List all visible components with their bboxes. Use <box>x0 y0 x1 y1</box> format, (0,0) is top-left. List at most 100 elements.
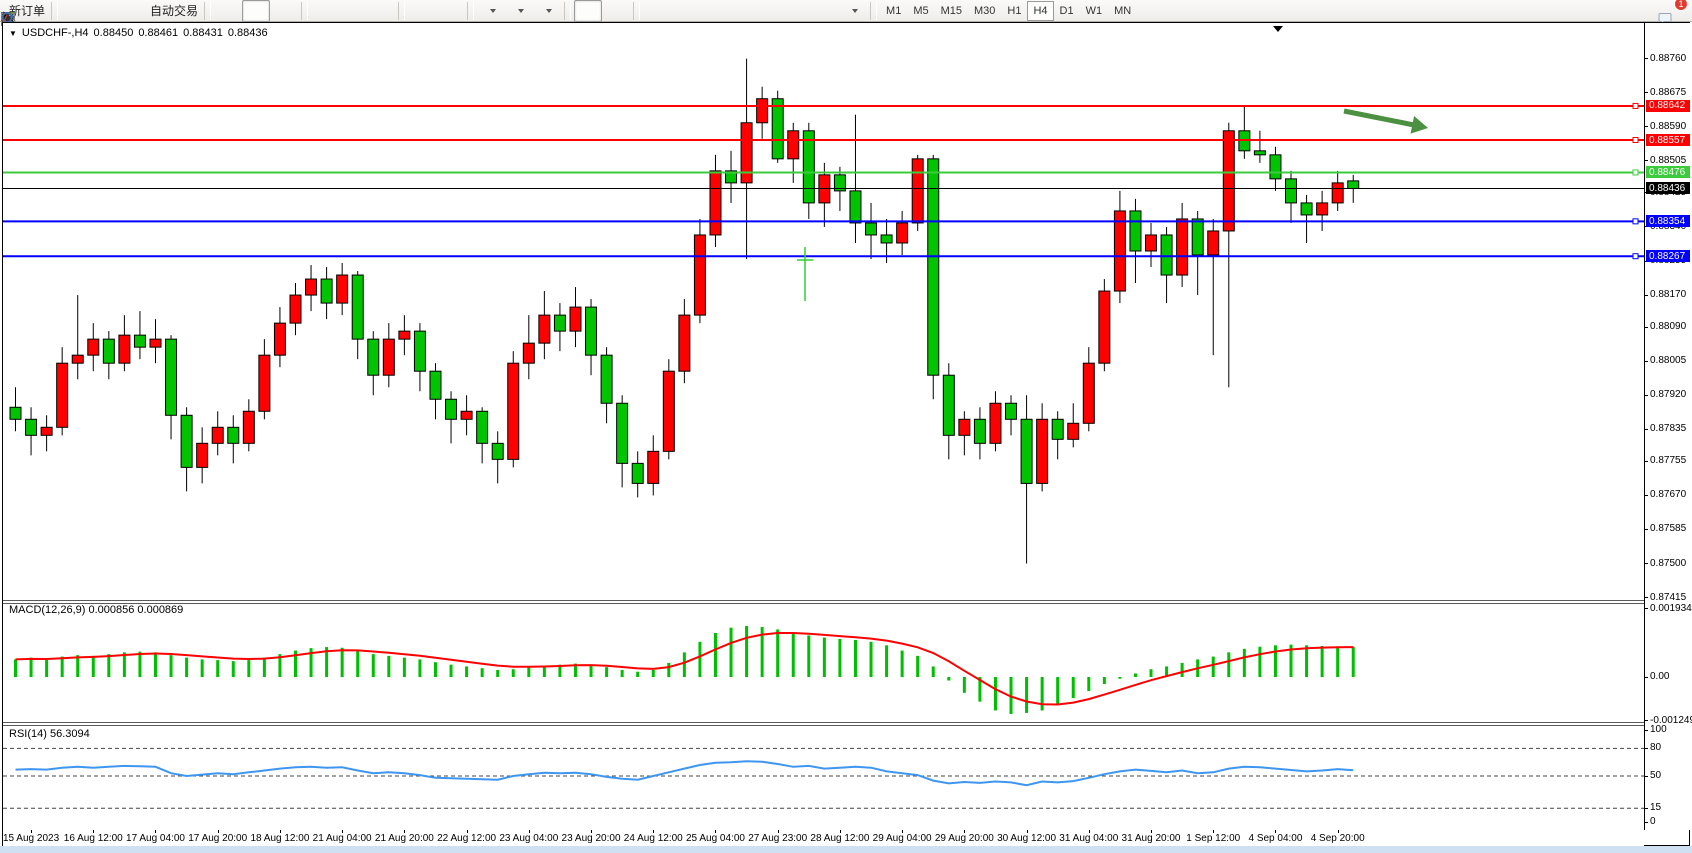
timeframe-m15-button[interactable]: M15 <box>940 4 962 17</box>
timeframe-m5-button[interactable]: M5 <box>913 4 929 17</box>
timeframe-m1-button[interactable]: M1 <box>886 4 902 17</box>
rsi-tick-label: 80 <box>1650 742 1662 754</box>
trendline-tool-button[interactable] <box>2 0 727 25</box>
candlestick-chart-button[interactable] <box>2 0 271 25</box>
search-button[interactable] <box>1 0 1646 25</box>
fibonacci-tool-button[interactable]: F <box>2 0 783 27</box>
line-anchor-handle[interactable] <box>1632 169 1639 176</box>
periods-button[interactable] <box>1 0 533 26</box>
zoom-out-button[interactable] <box>1 0 367 26</box>
channel-tool-button[interactable]: E <box>1 0 755 27</box>
time-axis-label: 18 Aug 12:00 <box>250 833 310 844</box>
axis-tick <box>1645 597 1648 599</box>
time-axis-tick <box>155 830 157 833</box>
candle-body <box>740 122 753 184</box>
autotrading-label: 自动交易 <box>150 4 199 18</box>
macd-pane[interactable] <box>3 604 1644 722</box>
time-axis-label: 21 Aug 04:00 <box>312 833 372 844</box>
axis-tick <box>1645 775 1648 777</box>
time-axis-label: 4 Sep 20:00 <box>1310 833 1365 844</box>
macd-indicator-label: MACD(12,26,9) 0.000856 0.000869 <box>9 604 184 616</box>
time-scale[interactable]: 15 Aug 2023 16 Aug 12:00 17 Aug 04:00 17 Au… <box>3 830 1644 846</box>
notifications-button[interactable]: 1 <box>1656 0 1688 26</box>
signals-button[interactable] <box>2 0 145 24</box>
text-tool-button[interactable]: A <box>4 0 811 26</box>
candle-body <box>351 274 364 340</box>
candle-body <box>118 334 131 364</box>
time-axis-tick <box>342 830 344 833</box>
indicators-dropdown-caret-icon[interactable] <box>489 8 496 13</box>
price-scale[interactable]: 0.887600.886750.885900.885050.884250.883… <box>1644 23 1692 830</box>
templates-dropdown-caret-icon[interactable] <box>545 8 552 13</box>
trend-arrow-annotation[interactable] <box>1343 108 1415 128</box>
chart-corner-dropdown-icon[interactable] <box>1273 26 1283 32</box>
time-axis-label: 31 Aug 04:00 <box>1059 833 1119 844</box>
time-axis-tick <box>777 830 779 833</box>
candle-body <box>429 370 442 400</box>
rsi-pane[interactable] <box>3 726 1644 830</box>
line-anchor-handle[interactable] <box>1632 137 1639 144</box>
timeframe-m30-button[interactable]: M30 <box>974 4 996 17</box>
timeframe-h1-button[interactable]: H1 <box>1007 4 1022 17</box>
arrows-dropdown-caret-icon[interactable] <box>851 8 858 13</box>
pane-separator-main-macd[interactable] <box>3 600 1644 604</box>
chart-shift-button[interactable] <box>2 0 464 25</box>
timeframe-d1-button[interactable]: D1 <box>1059 4 1074 17</box>
candle-body <box>1036 418 1049 484</box>
hline-price-badge: 0.88354 <box>1646 215 1690 228</box>
candle-body <box>1005 402 1018 420</box>
horizontal-line-tool-button[interactable] <box>2 0 699 22</box>
candle-body <box>289 294 302 324</box>
candle-body <box>196 442 209 468</box>
candle-body <box>149 338 162 348</box>
cursor-tool-button[interactable] <box>3 0 603 26</box>
terminal-button[interactable] <box>1 0 117 25</box>
timeframe-w1-button[interactable]: W1 <box>1085 4 1103 17</box>
crosshair-tool-button[interactable] <box>1 0 630 26</box>
line-chart-button[interactable] <box>1 0 298 23</box>
pane-separator-macd-rsi[interactable] <box>3 722 1644 726</box>
price-tick-label: 0.87585 <box>1650 523 1687 535</box>
candle-body <box>1269 154 1282 180</box>
auto-scroll-button[interactable] <box>3 0 436 25</box>
axis-tick <box>1645 494 1648 496</box>
line-anchor-handle[interactable] <box>1632 253 1639 260</box>
indicators-button[interactable] <box>1 0 505 26</box>
timeframe-h4-button[interactable]: H4 <box>1027 0 1054 21</box>
bar-chart-button[interactable] <box>2 0 242 24</box>
price-tick-label: 0.87500 <box>1650 557 1687 569</box>
tile-windows-button[interactable] <box>1 0 395 26</box>
candle-body <box>258 354 271 412</box>
line-anchor-handle[interactable] <box>1632 102 1639 109</box>
toolbar-separator <box>467 1 475 20</box>
candle-body <box>305 278 318 296</box>
text-label-tool-button[interactable]: T <box>1 0 839 26</box>
main-price-pane[interactable] <box>3 23 1644 600</box>
axis-tick <box>1645 821 1648 823</box>
vertical-line-tool-button[interactable] <box>7 0 671 25</box>
timeframe-mn-button[interactable]: MN <box>1114 4 1132 17</box>
trend-arrow-head[interactable] <box>1410 116 1428 134</box>
axis-tick <box>1645 58 1648 60</box>
symbol-dropdown-icon[interactable]: ▼ <box>9 28 17 38</box>
zoom-in-button[interactable] <box>1 0 339 26</box>
time-axis-label: 22 Aug 12:00 <box>437 833 497 844</box>
autotrading-button[interactable]: 自动交易 <box>1 0 201 26</box>
templates-button[interactable] <box>1 0 561 25</box>
axis-tick <box>1645 563 1648 565</box>
rsi-tick-label: 15 <box>1650 802 1662 814</box>
candle-body <box>71 354 84 364</box>
candle-body <box>273 322 286 356</box>
candle-body <box>413 330 426 372</box>
arrows-tool-button[interactable] <box>2 0 867 24</box>
metaeditor-button[interactable] <box>2 0 89 26</box>
price-tick-label: 0.87755 <box>1650 455 1687 467</box>
toolbar-separator <box>564 1 572 20</box>
periods-dropdown-caret-icon[interactable] <box>517 8 524 13</box>
chart-window[interactable]: ▼ USDCHF-,H4 0.88450 0.88461 0.88431 0.8… <box>2 22 1692 846</box>
line-anchor-handle[interactable] <box>1632 218 1639 225</box>
axis-tick <box>1645 160 1648 162</box>
hline-price-badge: 0.88557 <box>1646 134 1690 146</box>
axis-tick <box>1645 294 1648 296</box>
candle-body <box>1253 150 1266 156</box>
